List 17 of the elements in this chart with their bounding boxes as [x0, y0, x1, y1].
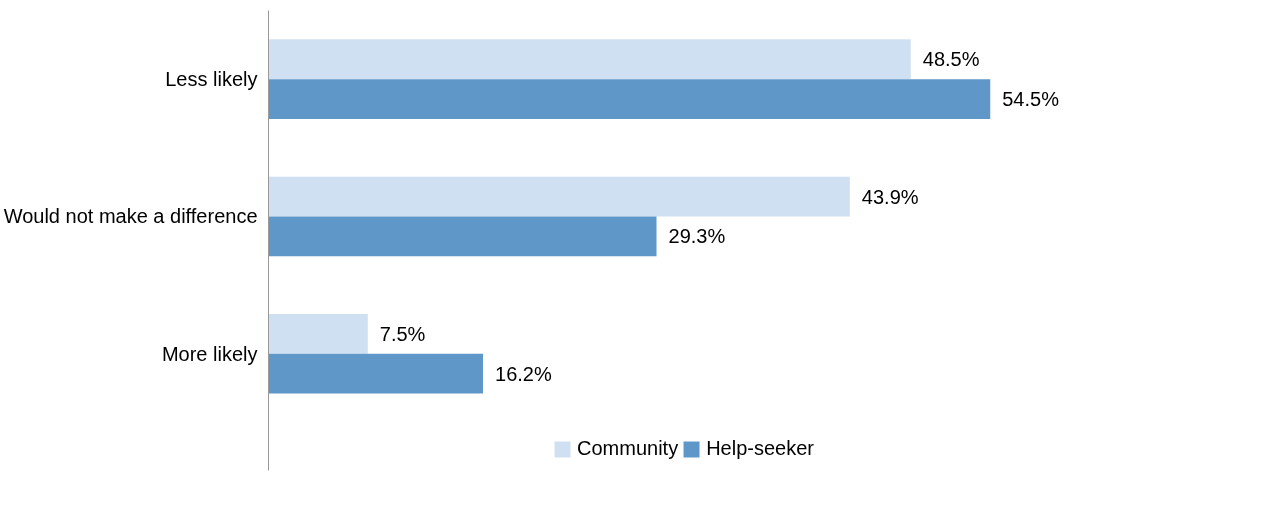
- y-tick-label: Would not make a difference: [3, 205, 258, 228]
- data-label: 29.3%: [668, 225, 726, 248]
- legend-label: Community: [577, 437, 679, 460]
- legend-label: Help-seeker: [706, 437, 814, 460]
- data-label: 43.9%: [861, 185, 919, 208]
- bar: [268, 176, 850, 217]
- bar: [268, 313, 368, 354]
- bar: [268, 353, 484, 394]
- bar: [268, 79, 991, 119]
- bar: [268, 216, 657, 257]
- data-label: 48.5%: [922, 48, 980, 71]
- data-label: 54.5%: [1002, 88, 1060, 111]
- y-tick-label: Less likely: [165, 68, 258, 91]
- data-label: 16.2%: [495, 362, 552, 385]
- data-label: 7.5%: [379, 322, 426, 345]
- bar: [268, 39, 911, 80]
- y-tick-label: More likely: [161, 342, 258, 365]
